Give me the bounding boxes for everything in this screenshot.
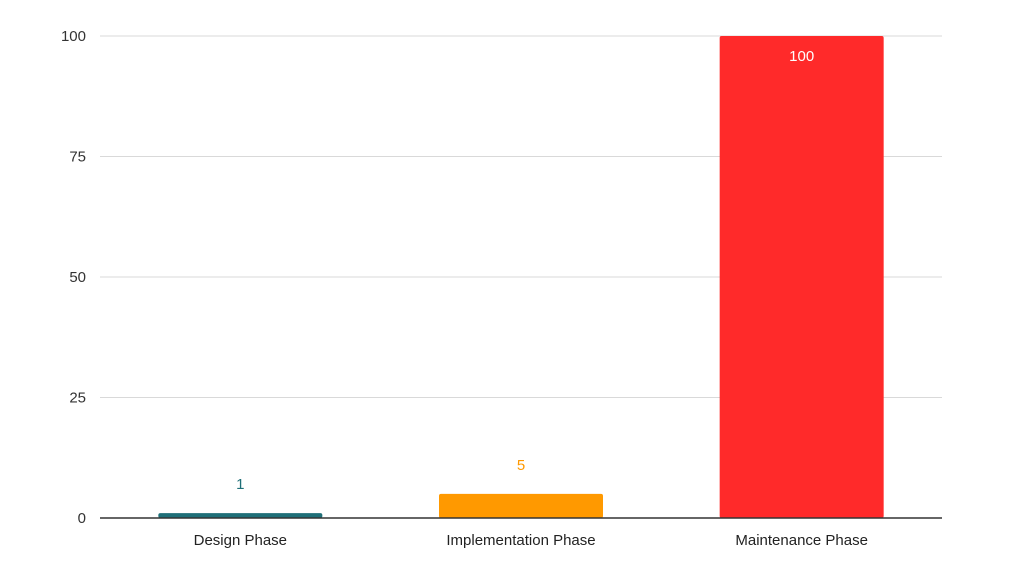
bar-data-label: 1 — [236, 476, 244, 493]
bar[interactable] — [439, 493, 603, 518]
y-tick-label: 25 — [69, 390, 86, 407]
bar-data-label: 5 — [517, 457, 525, 474]
x-category-label: Implementation Phase — [446, 532, 595, 549]
x-category-label: Design Phase — [194, 532, 287, 549]
bar[interactable] — [719, 36, 884, 518]
bar[interactable] — [158, 513, 323, 518]
bars: 1 5 100 — [158, 36, 884, 518]
y-tick-label: 0 — [78, 510, 86, 527]
x-category-label: Maintenance Phase — [735, 532, 868, 549]
x-axis-category-labels: Design Phase Implementation Phase Maintena… — [194, 532, 868, 549]
y-tick-label: 50 — [69, 269, 86, 286]
y-tick-label: 100 — [61, 28, 86, 45]
bar-data-label: 100 — [789, 48, 814, 65]
y-tick-label: 75 — [69, 149, 86, 166]
y-axis-tick-labels: 0 25 50 75 100 — [61, 28, 86, 527]
